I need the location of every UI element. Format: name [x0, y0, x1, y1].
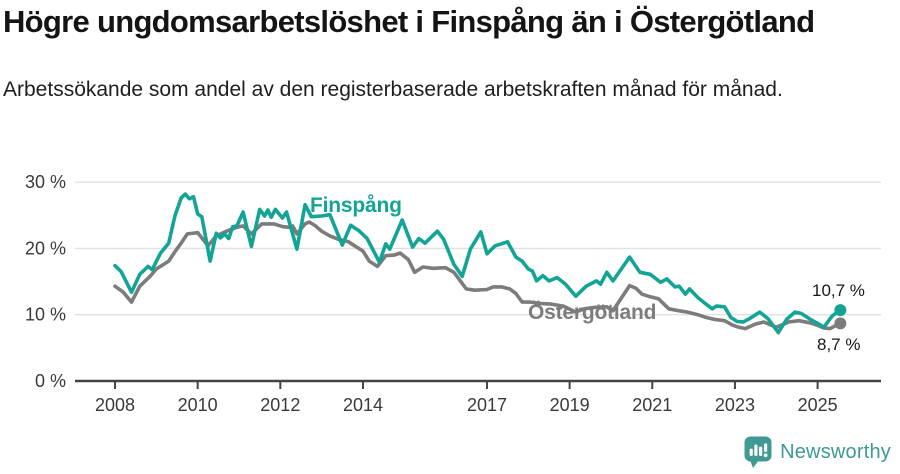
x-axis-tick-label: 2025 — [798, 395, 838, 415]
x-axis-tick-label: 2021 — [632, 395, 672, 415]
y-axis-tick-label: 30 % — [25, 172, 66, 192]
y-axis-tick-label: 20 % — [25, 238, 66, 258]
unemployment-line-chart: 0 % 10 % 20 % 30 % 2008 2010 2012 2014 2017 2019 2… — [0, 158, 900, 430]
page-subtitle: Arbetssökande som andel av den registerb… — [3, 78, 783, 101]
chart-canvas: 0 % 10 % 20 % 30 % 2008 2010 2012 2014 2017 2019 2… — [25, 172, 881, 415]
x-axis-tick-label: 2010 — [178, 395, 218, 415]
ostergotland-end-dot — [834, 317, 847, 330]
series-label-ostergotland: Östergötland — [528, 301, 657, 324]
x-axis-tick-label: 2023 — [715, 395, 755, 415]
end-value-label-ostergotland: 8,7 % — [817, 335, 861, 354]
x-axis-tick-label: 2008 — [95, 395, 135, 415]
x-axis-tick-label: 2012 — [260, 395, 300, 415]
y-axis-tick-label: 10 % — [25, 305, 66, 325]
x-axis-tick-label: 2017 — [467, 395, 507, 415]
finspang-end-dot — [834, 304, 847, 317]
page-title: Högre ungdomsarbetslöshet i Finspång än … — [3, 4, 815, 39]
newsworthy-logo-icon — [744, 436, 772, 468]
end-value-label-finspang: 10,7 % — [812, 281, 865, 300]
finspang-line — [113, 192, 843, 335]
newsworthy-branding: Newsworthy — [743, 436, 891, 469]
series-label-finspang: Finspång — [310, 194, 402, 217]
x-axis-tick-label: 2019 — [550, 395, 590, 415]
x-axis-tick-label: 2014 — [343, 395, 383, 415]
newsworthy-brand-text: Newsworthy — [780, 441, 891, 463]
y-axis-tick-label: 0 % — [35, 371, 66, 391]
